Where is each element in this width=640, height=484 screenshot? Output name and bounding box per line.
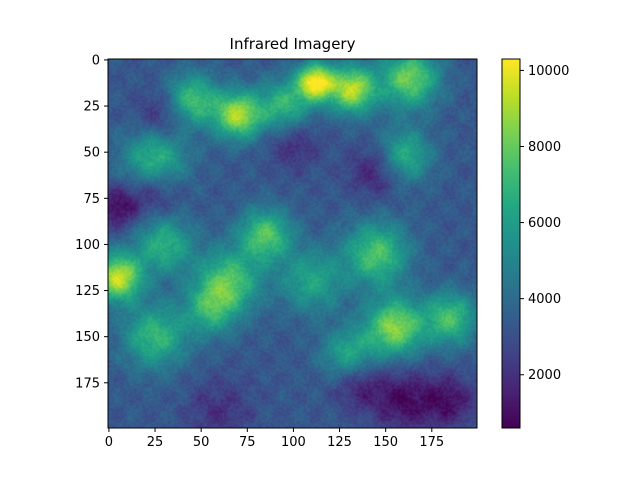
- heatmap-image: [108, 59, 477, 428]
- chart-title: Infrared Imagery: [230, 35, 356, 53]
- y-tick-label: 50: [83, 146, 100, 161]
- x-axis: 0 25 50 75 100 125 150 175: [105, 428, 444, 450]
- x-tick-label: 75: [239, 435, 256, 450]
- plot-frame: [107, 58, 478, 429]
- x-tick-label: 50: [193, 435, 210, 450]
- x-tick-label: 0: [105, 435, 113, 450]
- x-tick-label: 25: [147, 435, 164, 450]
- colorbar-tick-label: 6000: [528, 216, 561, 231]
- colorbar-tick-label: 10000: [528, 64, 569, 79]
- y-axis: 0 25 50 75 100 125 150 175: [75, 53, 108, 391]
- colorbar-tick-label: 8000: [528, 140, 561, 155]
- y-tick-label: 25: [83, 100, 100, 115]
- y-tick-label: 150: [75, 330, 100, 345]
- colorbar-gradient: [501, 58, 521, 429]
- plot-area: [107, 58, 478, 429]
- x-tick-label: 175: [419, 435, 444, 450]
- colorbar-tick-label: 4000: [528, 292, 561, 307]
- y-tick-label: 0: [92, 53, 100, 68]
- y-tick-label: 75: [83, 192, 100, 207]
- y-tick-label: 100: [75, 238, 100, 253]
- colorbar: 2000 4000 6000 8000 10000: [501, 58, 569, 429]
- x-tick-label: 150: [373, 435, 398, 450]
- y-tick-label: 175: [75, 376, 100, 391]
- x-tick-label: 125: [327, 435, 352, 450]
- x-tick-label: 100: [281, 435, 306, 450]
- colorbar-tick-label: 2000: [528, 368, 561, 383]
- y-tick-label: 125: [75, 284, 100, 299]
